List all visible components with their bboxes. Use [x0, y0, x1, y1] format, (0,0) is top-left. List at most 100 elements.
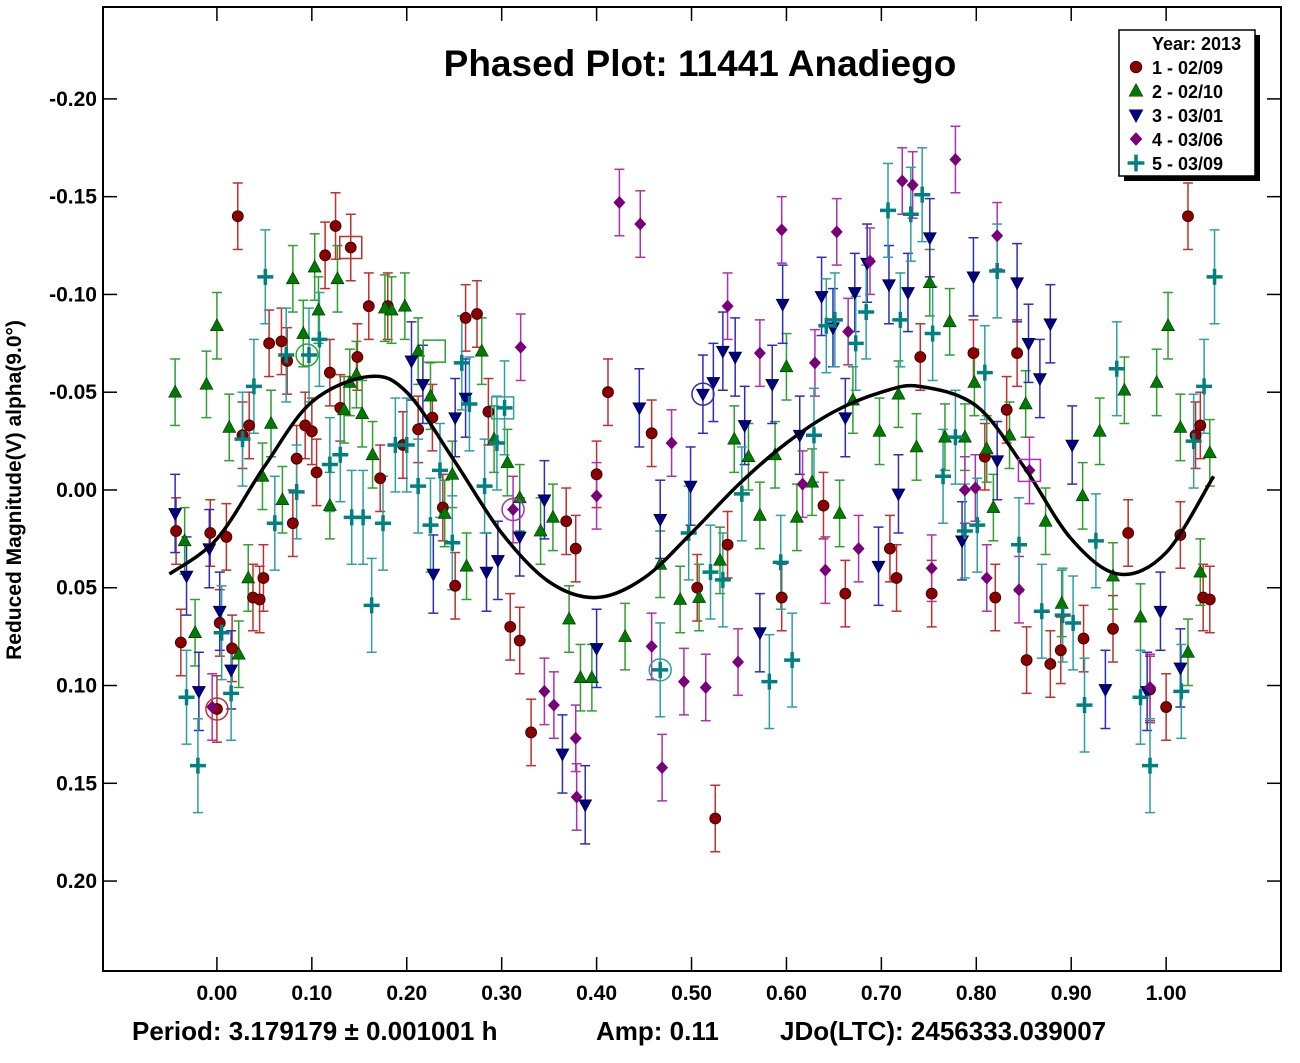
- footer-amp: Amp: 0.11: [596, 1016, 719, 1046]
- series-3-point: [212, 605, 227, 619]
- x-tick-labels: 0.00 0.10 0.20 0.30 0.40 0.50 0.60 0.70 0.80 0.90…: [196, 982, 1186, 1005]
- series-5-point: [1054, 607, 1071, 624]
- series-2-point: [365, 447, 380, 461]
- series-1-point: [253, 593, 266, 606]
- series-5-point: [761, 673, 778, 690]
- series-2-point: [1180, 644, 1195, 658]
- series-1-point: [1107, 622, 1119, 635]
- series-3-point: [715, 345, 730, 359]
- series-2-point: [311, 302, 326, 316]
- series-4-point: [721, 299, 734, 313]
- series-2-point: [1161, 318, 1176, 332]
- series-4-point: [634, 217, 647, 231]
- series-5-point: [1076, 697, 1093, 714]
- series-5-point: [947, 429, 964, 446]
- series-3-point: [537, 494, 552, 508]
- series-2-point: [805, 474, 820, 488]
- series-4-point: [925, 561, 938, 575]
- series-3-point: [922, 232, 937, 246]
- series-4-point: [1023, 463, 1036, 477]
- series-5-point: [1087, 532, 1104, 549]
- series-2-point: [1075, 488, 1090, 502]
- series-4-point: [547, 698, 560, 712]
- series-3-point: [512, 531, 527, 545]
- footer-period: Period: 3.179179 ± 0.001001 h: [132, 1016, 498, 1046]
- series-1-point: [174, 636, 187, 649]
- series-2-point: [199, 376, 214, 390]
- series-4-point: [852, 542, 865, 556]
- series-3-point: [838, 412, 853, 426]
- series-2-point: [584, 670, 599, 683]
- series-2-point: [445, 466, 460, 480]
- legend-label-3: 3 - 03/01: [1152, 106, 1223, 126]
- series-5-point: [1185, 433, 1202, 450]
- series-5-point: [1033, 603, 1050, 620]
- legend-label-4: 4 - 03/06: [1152, 130, 1223, 150]
- legend-title: Year: 2013: [1152, 34, 1241, 54]
- series-4-point: [1013, 583, 1026, 597]
- x-tick-label: 0.20: [386, 982, 427, 1005]
- series-5-point: [892, 311, 909, 328]
- series-4-point: [830, 225, 843, 239]
- series-1-point: [1203, 593, 1216, 606]
- series-2-point: [384, 302, 399, 316]
- series-3-point: [224, 664, 239, 678]
- series-1-point: [329, 220, 342, 232]
- series-2-point: [188, 625, 203, 639]
- series-2-point: [1018, 396, 1033, 410]
- series-4-point: [514, 340, 527, 354]
- series-1-point: [817, 499, 830, 512]
- series-3-point: [653, 514, 668, 527]
- series-5-point: [266, 515, 283, 532]
- highlight-box: [422, 339, 447, 363]
- series-5-point: [1011, 536, 1028, 553]
- series-1-point: [721, 538, 734, 551]
- series-1-point: [459, 312, 472, 324]
- series-5-point: [311, 331, 328, 348]
- series-2-point: [437, 505, 452, 519]
- legend-label-1: 1 - 02/09: [1152, 58, 1223, 78]
- highlight-circle: [691, 382, 715, 406]
- series-3-point: [191, 686, 206, 700]
- series-1-point: [709, 812, 722, 825]
- series-3-point: [179, 570, 194, 584]
- series-1-point: [412, 423, 425, 436]
- series-1-point: [323, 366, 336, 379]
- series-2-point: [891, 386, 906, 400]
- series-4-point: [842, 325, 855, 339]
- series-5-point: [245, 378, 262, 395]
- series-5-point: [189, 757, 206, 774]
- series-2-point: [545, 509, 560, 523]
- series-3-point: [765, 379, 780, 393]
- series-3-point: [1032, 373, 1047, 387]
- series-3-point: [168, 508, 183, 522]
- series-1-point: [231, 210, 244, 223]
- series-1-point: [286, 517, 299, 530]
- series-4-point: [732, 655, 745, 669]
- series-4-point: [863, 254, 876, 268]
- y-axis-label: Reduced Magnitude(V) alpha(9.0°): [3, 320, 26, 660]
- series-2-point: [264, 415, 279, 429]
- series-5-point: [278, 347, 295, 364]
- series-1-point: [305, 425, 318, 438]
- series-3-point: [881, 279, 896, 293]
- series-4-point: [958, 483, 971, 497]
- y-tick-label: 0.15: [56, 772, 97, 795]
- series-5-point: [902, 206, 919, 223]
- series-5-point: [213, 624, 230, 641]
- series-4-point: [949, 153, 962, 167]
- series-3-point: [578, 799, 593, 813]
- series-5-point: [914, 186, 931, 203]
- highlight-circle: [295, 343, 319, 367]
- highlight-circle: [648, 658, 672, 682]
- series-2-point: [459, 558, 474, 572]
- series-2-point: [727, 431, 742, 445]
- series-2-point: [789, 509, 804, 523]
- x-tick-label: 0.10: [291, 982, 332, 1005]
- y-tick-label: -0.20: [49, 88, 97, 111]
- series-2-point: [322, 497, 337, 511]
- y-tick-label: -0.10: [49, 283, 97, 306]
- series-1-point: [839, 587, 852, 600]
- series-5-point: [1065, 614, 1082, 631]
- series-2-point: [673, 591, 688, 605]
